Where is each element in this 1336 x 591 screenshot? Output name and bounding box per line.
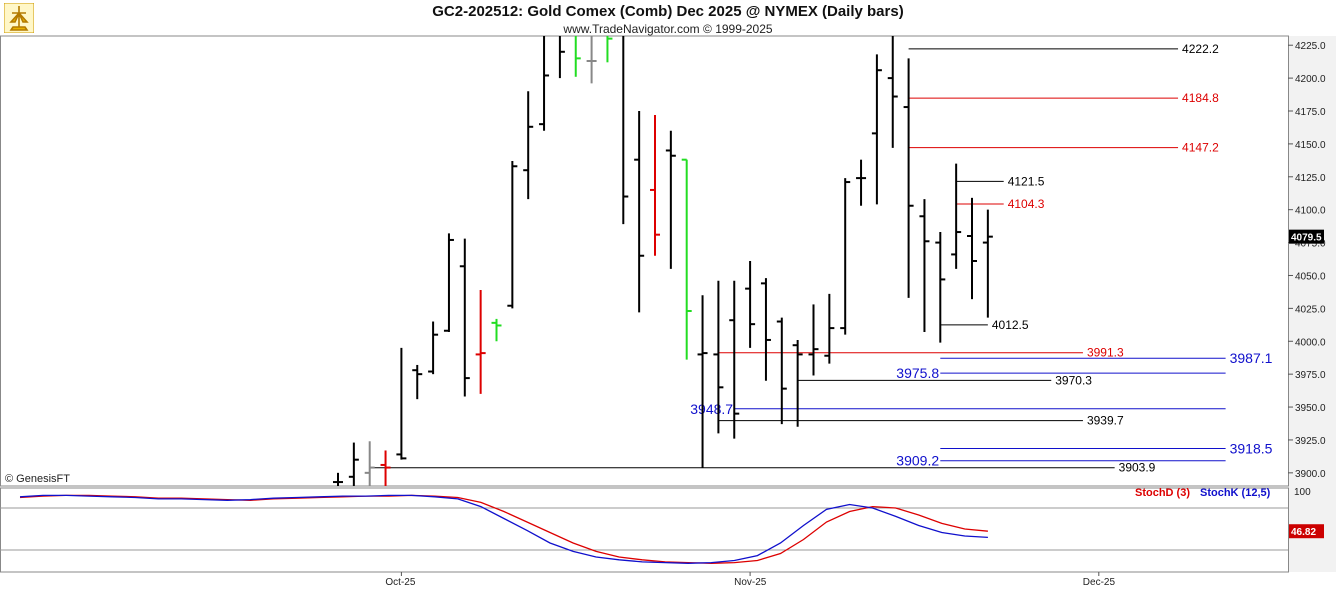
- y-tick-label: 4125.0: [1295, 173, 1326, 184]
- level-label: 4012.5: [992, 318, 1029, 332]
- stoch-y-label: 100: [1294, 487, 1311, 498]
- level-label: 3918.5: [1230, 441, 1273, 457]
- legend-stoch-d: StochD (3): [1135, 487, 1190, 499]
- y-tick-label: 4025.0: [1295, 304, 1326, 315]
- level-label: 3991.3: [1087, 346, 1124, 360]
- trade-navigator-logo: [4, 3, 34, 33]
- y-tick-label: 3925.0: [1295, 436, 1326, 447]
- level-label: 4104.3: [1008, 197, 1045, 211]
- x-tick-label: Nov-25: [734, 577, 767, 588]
- level-label: 4121.5: [1008, 174, 1045, 188]
- stoch-value-label: 46.82: [1291, 527, 1316, 538]
- y-tick-label: 4150.0: [1295, 140, 1326, 151]
- y-tick-label: 4200.0: [1295, 74, 1326, 85]
- axis-background: [1289, 36, 1336, 572]
- level-label: 3970.3: [1055, 373, 1092, 387]
- level-label: 4184.8: [1182, 91, 1219, 105]
- last-price-box: [1289, 229, 1324, 244]
- price-pane-border: [0, 35, 1289, 487]
- level-label: 3975.8: [896, 365, 939, 381]
- legend-stoch-k: StochK (12,5): [1200, 487, 1271, 499]
- y-tick-label: 4225.0: [1295, 41, 1326, 52]
- x-tick-label: Dec-25: [1083, 577, 1116, 588]
- y-tick-label: 3950.0: [1295, 403, 1326, 414]
- level-label: 3909.2: [896, 453, 939, 469]
- last-price-label: 4079.5: [1291, 233, 1322, 244]
- stoch-line-red: [19, 494, 988, 564]
- level-label: 3987.1: [1230, 350, 1273, 366]
- level-label: 4222.2: [1182, 42, 1219, 56]
- level-label: 3903.9: [1119, 461, 1156, 475]
- y-tick-label: 4075.0: [1295, 239, 1326, 250]
- level-label: 3948.7: [690, 401, 733, 417]
- y-tick-label: 4100.0: [1295, 206, 1326, 217]
- stoch-line-blue: [19, 494, 988, 564]
- copyright-label: © GenesisFT: [5, 473, 70, 485]
- y-tick-label: 4000.0: [1295, 337, 1326, 348]
- chart-subtitle: www.TradeNavigator.com © 1999-2025: [563, 22, 773, 36]
- y-tick-label: 4175.0: [1295, 107, 1326, 118]
- level-label: 4147.2: [1182, 141, 1219, 155]
- chart-title: GC2-202512: Gold Comex (Comb) Dec 2025 @…: [432, 3, 904, 20]
- y-tick-label: 4050.0: [1295, 271, 1326, 282]
- stoch-value-box: [1289, 524, 1324, 539]
- y-tick-label: 3975.0: [1295, 370, 1326, 381]
- y-tick-label: 3900.0: [1295, 469, 1326, 480]
- level-label: 3939.7: [1087, 414, 1124, 428]
- x-tick-label: Oct-25: [385, 577, 415, 588]
